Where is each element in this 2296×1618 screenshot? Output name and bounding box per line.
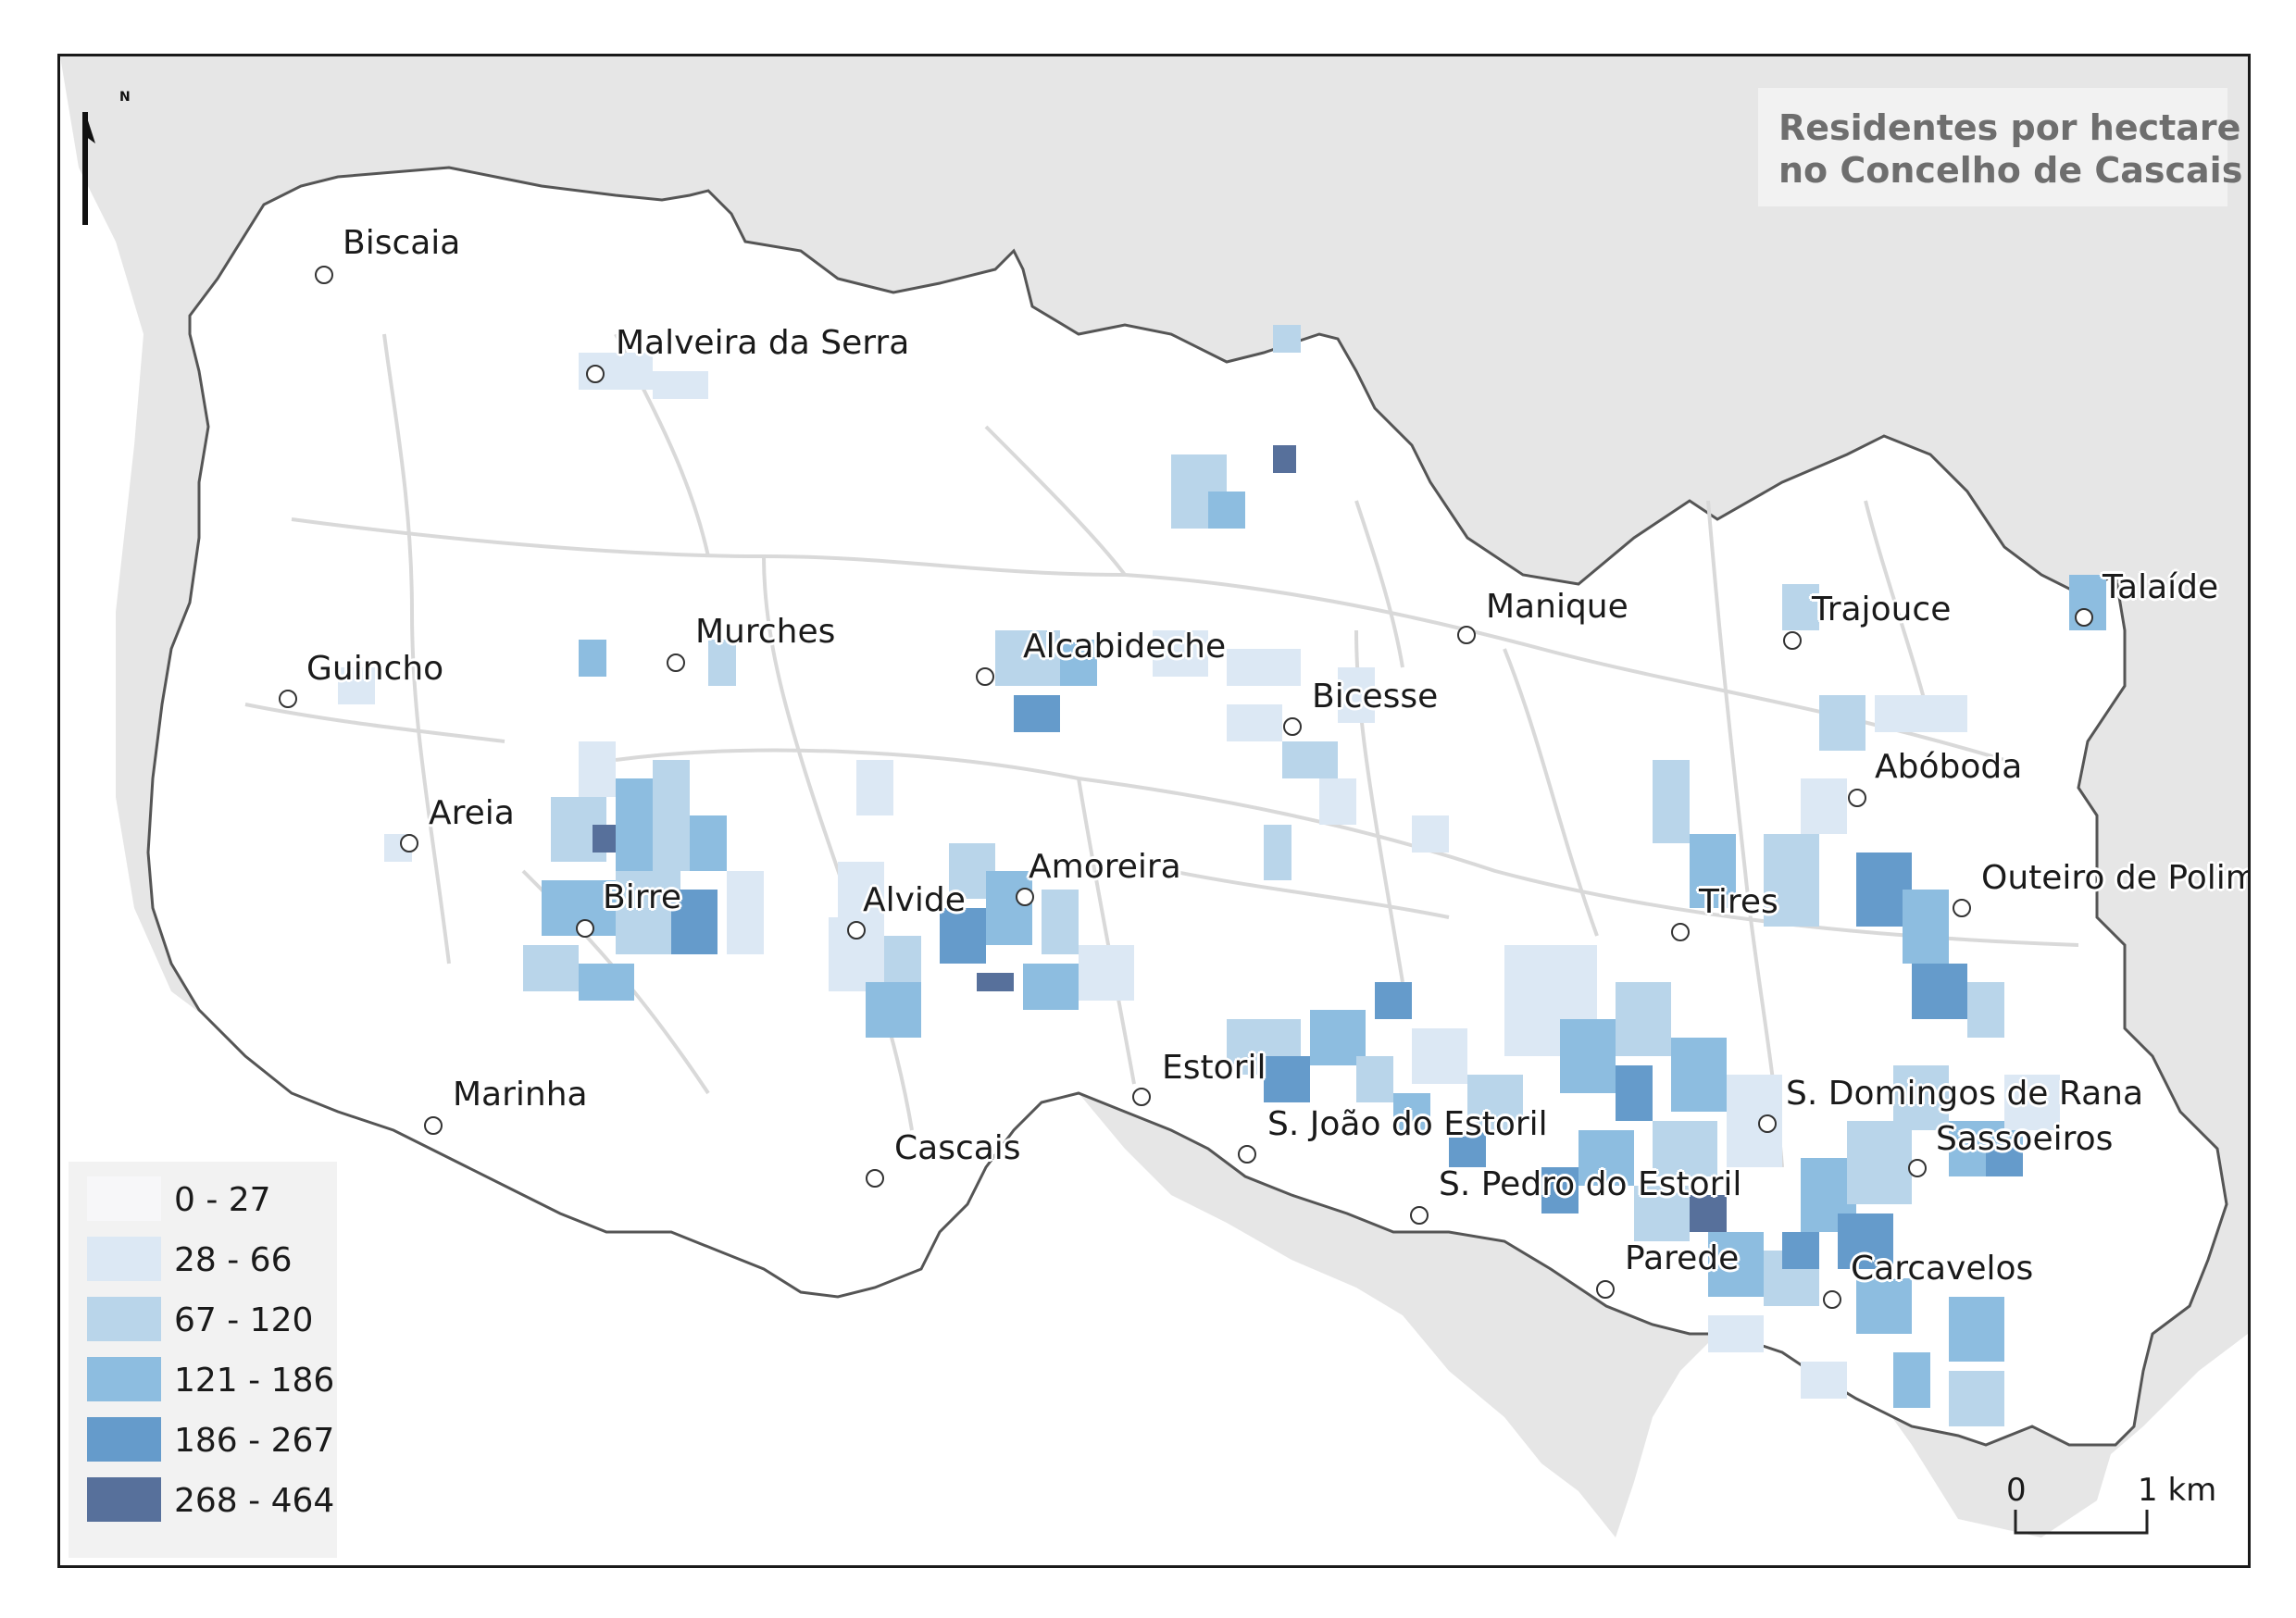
place-marker-talaide[interactable] <box>2075 608 2093 627</box>
place-label-biscaia: Biscaia <box>343 224 461 262</box>
place-label-tires: Tires <box>1699 883 1778 921</box>
place-marker-birre[interactable] <box>576 919 594 938</box>
place-label-bicesse: Bicesse <box>1312 678 1439 716</box>
legend-swatch <box>87 1176 161 1221</box>
legend-swatch <box>87 1297 161 1341</box>
place-label-estoril: Estoril <box>1162 1049 1267 1087</box>
place-marker-marinha[interactable] <box>424 1116 443 1135</box>
place-label-murches: Murches <box>695 613 836 651</box>
legend-swatch <box>87 1357 161 1401</box>
legend-item: 268 - 464 <box>87 1477 334 1525</box>
place-marker-cascais[interactable] <box>866 1169 884 1188</box>
map-title-line-1: Residentes por hectare <box>1778 107 2241 148</box>
place-label-cascais: Cascais <box>894 1129 1021 1167</box>
place-label-areia: Areia <box>429 794 515 832</box>
scale-bar-end-label: 1 km <box>2138 1472 2217 1509</box>
map-title-line-2: no Concelho de Cascais <box>1778 150 2243 191</box>
place-label-malveira-da-serra: Malveira da Serra <box>616 324 910 362</box>
place-marker-tires[interactable] <box>1671 923 1690 941</box>
place-label-s-domingos-de-rana: S. Domingos de Rana <box>1786 1075 2144 1113</box>
place-marker-manique[interactable] <box>1457 626 1476 644</box>
legend-item: 121 - 186 <box>87 1357 334 1405</box>
place-marker-estoril[interactable] <box>1132 1088 1151 1106</box>
map-frame: N Residentes por hectare no Concelho de … <box>57 54 2251 1568</box>
legend-item: 0 - 27 <box>87 1176 328 1225</box>
scale-bar-start-label: 0 <box>2006 1472 2027 1509</box>
place-label-amoreira: Amoreira <box>1029 848 1181 886</box>
place-marker-s-joao-do-estoril[interactable] <box>1238 1145 1256 1164</box>
place-marker-guincho[interactable] <box>279 690 297 708</box>
place-label-manique: Manique <box>1486 588 1628 626</box>
place-marker-parede[interactable] <box>1596 1280 1615 1299</box>
place-marker-aboboda[interactable] <box>1848 789 1866 807</box>
scale-bar-line <box>2014 1510 2149 1535</box>
place-label-trajouce: Trajouce <box>1812 591 1952 629</box>
legend-label: 186 - 267 <box>174 1422 335 1460</box>
map-canvas <box>60 56 2248 1565</box>
place-label-birre: Birre <box>603 878 682 916</box>
place-marker-sassoeiros[interactable] <box>1908 1159 1927 1177</box>
place-marker-bicesse[interactable] <box>1283 717 1302 736</box>
place-marker-s-pedro-do-estoril[interactable] <box>1410 1206 1429 1225</box>
place-label-marinha: Marinha <box>453 1076 588 1114</box>
place-label-s-pedro-do-estoril: S. Pedro do Estoril <box>1439 1165 1742 1203</box>
place-label-talaide: Talaíde <box>2103 568 2219 606</box>
place-label-guincho: Guincho <box>306 650 444 688</box>
map-legend: 0 - 27 28 - 66 67 - 120 121 - 186 186 - … <box>69 1162 337 1558</box>
place-marker-alcabideche[interactable] <box>976 667 994 686</box>
place-marker-trajouce[interactable] <box>1783 631 1802 650</box>
place-label-alvide: Alvide <box>863 881 966 919</box>
legend-item: 67 - 120 <box>87 1297 328 1345</box>
legend-item: 186 - 267 <box>87 1417 334 1465</box>
place-label-alcabideche: Alcabideche <box>1023 628 1227 666</box>
legend-label: 121 - 186 <box>174 1362 335 1400</box>
place-label-sassoeiros: Sassoeiros <box>1936 1120 2114 1158</box>
place-label-parede: Parede <box>1625 1239 1740 1277</box>
place-marker-carcavelos[interactable] <box>1823 1290 1841 1309</box>
legend-label: 0 - 27 <box>174 1181 271 1219</box>
place-marker-malveira-da-serra[interactable] <box>586 365 605 383</box>
north-label: N <box>119 90 131 105</box>
map-title-box: Residentes por hectare no Concelho de Ca… <box>1758 88 2242 206</box>
place-label-carcavelos: Carcavelos <box>1851 1250 2034 1288</box>
place-marker-areia[interactable] <box>400 834 418 853</box>
north-arrow-icon <box>82 112 95 225</box>
legend-label: 28 - 66 <box>174 1241 293 1279</box>
place-marker-alvide[interactable] <box>847 921 866 940</box>
density-patches <box>338 325 2106 1426</box>
legend-swatch <box>87 1477 161 1522</box>
place-marker-outeiro-de-polim[interactable] <box>1953 899 1971 917</box>
legend-label: 67 - 120 <box>174 1301 314 1339</box>
place-marker-amoreira[interactable] <box>1016 888 1034 906</box>
legend-swatch <box>87 1417 161 1462</box>
place-marker-biscaia[interactable] <box>315 266 333 284</box>
legend-item: 28 - 66 <box>87 1237 328 1285</box>
place-marker-murches[interactable] <box>667 653 685 672</box>
legend-label: 268 - 464 <box>174 1482 335 1520</box>
place-label-s-joao-do-estoril: S. João do Estoril <box>1267 1105 1548 1143</box>
place-label-outeiro-de-polim: Outeiro de Polim <box>1981 859 2251 897</box>
place-label-aboboda: Abóboda <box>1875 748 2023 786</box>
legend-swatch <box>87 1237 161 1281</box>
place-marker-s-domingos-de-rana[interactable] <box>1758 1114 1777 1133</box>
